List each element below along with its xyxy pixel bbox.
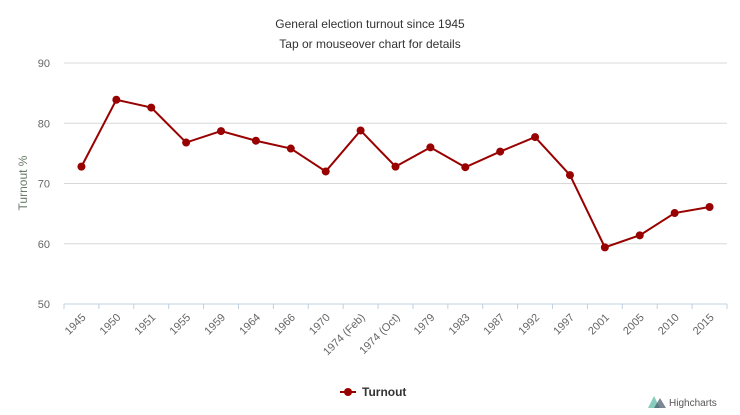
data-point[interactable] [705,202,714,211]
x-tick-label: 2005 [621,312,647,338]
y-tick-label: 70 [38,179,50,191]
data-point[interactable] [286,144,295,153]
x-tick-label: 2015 [691,312,717,338]
data-point[interactable] [112,95,121,104]
x-tick-label: 1959 [202,312,228,338]
data-point[interactable] [356,126,365,135]
chart-subtitle: Tap or mouseover chart for details [279,37,460,51]
highcharts-credits[interactable]: Highcharts [648,396,717,409]
series-line-turnout [80,98,710,249]
legend-item-turnout[interactable]: Turnout [340,385,406,399]
chart-title: General election turnout since 1945 [275,17,465,31]
x-tick-label: 1992 [516,312,542,338]
data-point[interactable] [461,163,470,172]
x-tick-label: 1979 [412,312,438,338]
x-tick-label: 1983 [447,312,473,338]
data-point[interactable] [426,143,435,152]
data-point[interactable] [635,231,644,240]
y-tick-label: 60 [38,239,50,251]
legend-label: Turnout [362,385,406,399]
x-tick-label: 2001 [586,312,612,338]
data-point[interactable] [670,209,679,218]
data-point[interactable] [600,243,609,252]
x-tick-label: 1997 [551,312,577,338]
legend-marker [344,388,352,396]
data-point[interactable] [565,171,574,180]
data-point[interactable] [182,138,191,147]
x-tick-label: 1955 [167,312,193,338]
x-tick-label: 1964 [237,312,263,338]
data-point[interactable] [217,127,226,136]
x-tick-label: 1951 [133,312,159,338]
data-point[interactable] [321,167,330,176]
data-point[interactable] [391,162,400,171]
data-point[interactable] [147,103,156,112]
data-point[interactable] [531,133,540,142]
y-tick-label: 80 [38,118,50,130]
x-tick-label: 1970 [307,312,333,338]
y-axis-title: Turnout % [16,155,30,210]
x-tick-label: 1966 [272,312,298,338]
y-tick-label: 50 [38,299,50,311]
x-tick-label: 1987 [482,312,508,338]
data-point[interactable] [251,136,260,145]
x-tick-label: 2010 [656,312,682,338]
svg-text:Highcharts: Highcharts [669,398,717,409]
data-point[interactable] [496,147,505,156]
x-tick-label: 1945 [63,312,89,338]
x-tick-label: 1950 [98,312,124,338]
data-point[interactable] [77,162,86,171]
y-tick-label: 90 [38,58,50,70]
